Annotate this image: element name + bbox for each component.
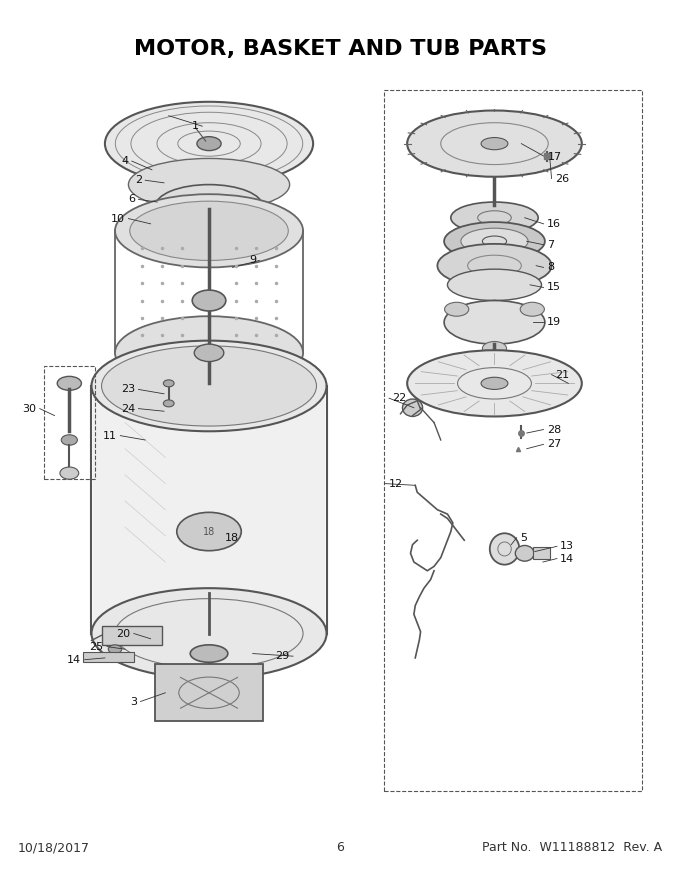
Bar [101,626,162,645]
Ellipse shape [101,346,316,426]
Ellipse shape [481,378,508,390]
Ellipse shape [444,222,545,260]
Ellipse shape [194,344,224,362]
Ellipse shape [451,202,538,233]
Bar [384,90,642,791]
Text: 28: 28 [547,424,561,435]
Bar [44,366,95,480]
Text: 22: 22 [392,393,407,403]
Text: 4: 4 [121,156,129,166]
Text: 9: 9 [249,255,256,266]
Ellipse shape [407,350,582,416]
Text: 18: 18 [225,532,239,543]
Text: 21: 21 [555,370,569,379]
Ellipse shape [92,341,326,431]
Text: 15: 15 [547,282,561,292]
Text: Part No.  W11188812  Rev. A: Part No. W11188812 Rev. A [482,841,662,854]
Ellipse shape [163,400,174,407]
Ellipse shape [437,244,551,288]
Bar [84,652,134,663]
Ellipse shape [447,269,541,301]
Text: 1: 1 [192,121,199,131]
Ellipse shape [130,202,288,260]
Ellipse shape [129,158,290,210]
Ellipse shape [481,137,508,150]
Ellipse shape [190,645,228,663]
Ellipse shape [189,186,229,203]
Ellipse shape [482,341,507,356]
Bar [533,547,550,560]
Ellipse shape [115,316,303,390]
Text: 14: 14 [67,655,82,664]
Text: 6: 6 [128,194,135,204]
Polygon shape [93,386,325,634]
Text: 2: 2 [135,175,142,186]
Ellipse shape [92,588,326,678]
Text: 24: 24 [121,404,135,414]
Text: 10: 10 [111,214,125,224]
Text: 26: 26 [555,173,569,184]
Ellipse shape [197,136,221,150]
Ellipse shape [57,377,82,391]
Text: 20: 20 [116,628,131,639]
Text: 12: 12 [388,479,403,488]
Text: 3: 3 [130,696,137,707]
Text: 14: 14 [560,554,575,563]
Text: 7: 7 [547,239,554,250]
Ellipse shape [403,399,422,416]
Text: 18: 18 [203,526,215,537]
Text: 30: 30 [22,404,37,414]
Text: 17: 17 [548,151,562,162]
Ellipse shape [61,435,78,445]
Ellipse shape [515,546,534,561]
Ellipse shape [445,302,469,316]
Ellipse shape [192,290,226,311]
Text: 19: 19 [547,318,561,327]
Ellipse shape [115,194,303,268]
Text: 8: 8 [547,262,554,273]
Text: 29: 29 [275,651,290,661]
Text: 6: 6 [336,841,344,854]
Text: 16: 16 [547,219,561,229]
Text: 27: 27 [547,439,561,450]
Ellipse shape [60,467,79,480]
Ellipse shape [108,645,122,654]
Text: 25: 25 [90,642,103,651]
Ellipse shape [490,533,520,565]
Ellipse shape [520,302,545,316]
Text: MOTOR, BASKET AND TUB PARTS: MOTOR, BASKET AND TUB PARTS [133,39,547,59]
Ellipse shape [163,380,174,387]
Text: 13: 13 [560,541,575,552]
Ellipse shape [444,301,545,344]
Text: 11: 11 [103,430,117,441]
Ellipse shape [177,512,241,551]
Text: 5: 5 [520,532,527,543]
Ellipse shape [407,111,582,177]
Ellipse shape [461,228,528,254]
Text: 10/18/2017: 10/18/2017 [18,841,90,854]
Text: 23: 23 [121,385,135,394]
Ellipse shape [105,102,313,186]
Ellipse shape [155,185,262,228]
Bar [155,664,262,721]
